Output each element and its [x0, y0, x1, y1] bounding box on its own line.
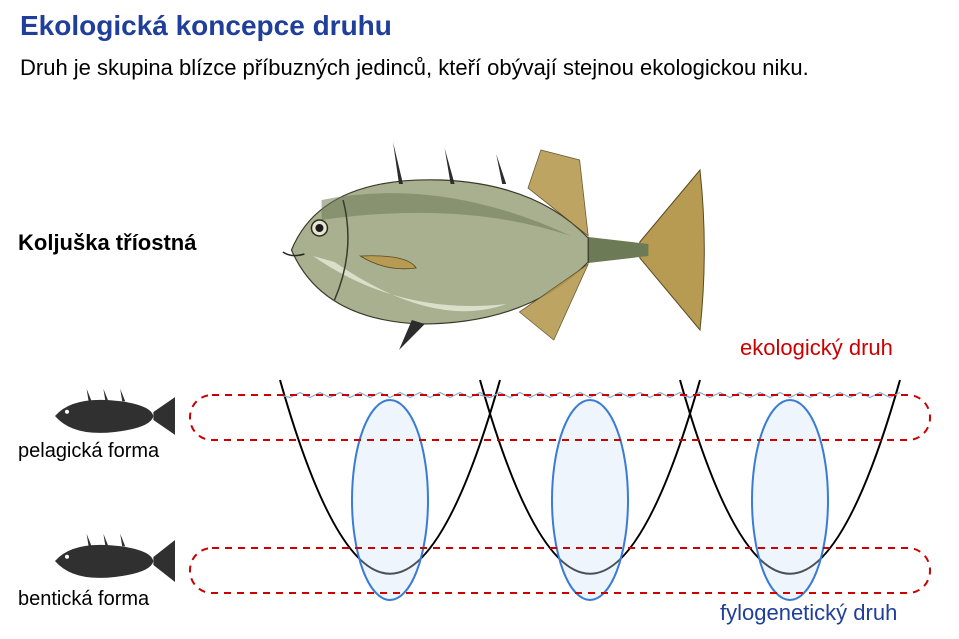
- niche-diagram: [0, 0, 959, 639]
- label-ecological-species: ekologický druh: [740, 335, 893, 361]
- slide: Ekologická koncepce druhu Druh je skupin…: [0, 0, 959, 639]
- label-pelagic-form: pelagická forma: [18, 440, 159, 463]
- label-phylo-species: fylogenetický druh: [720, 600, 897, 626]
- label-benthic-form: bentická forma: [18, 588, 149, 611]
- label-koljuska: Koljuška tříostná: [18, 230, 196, 256]
